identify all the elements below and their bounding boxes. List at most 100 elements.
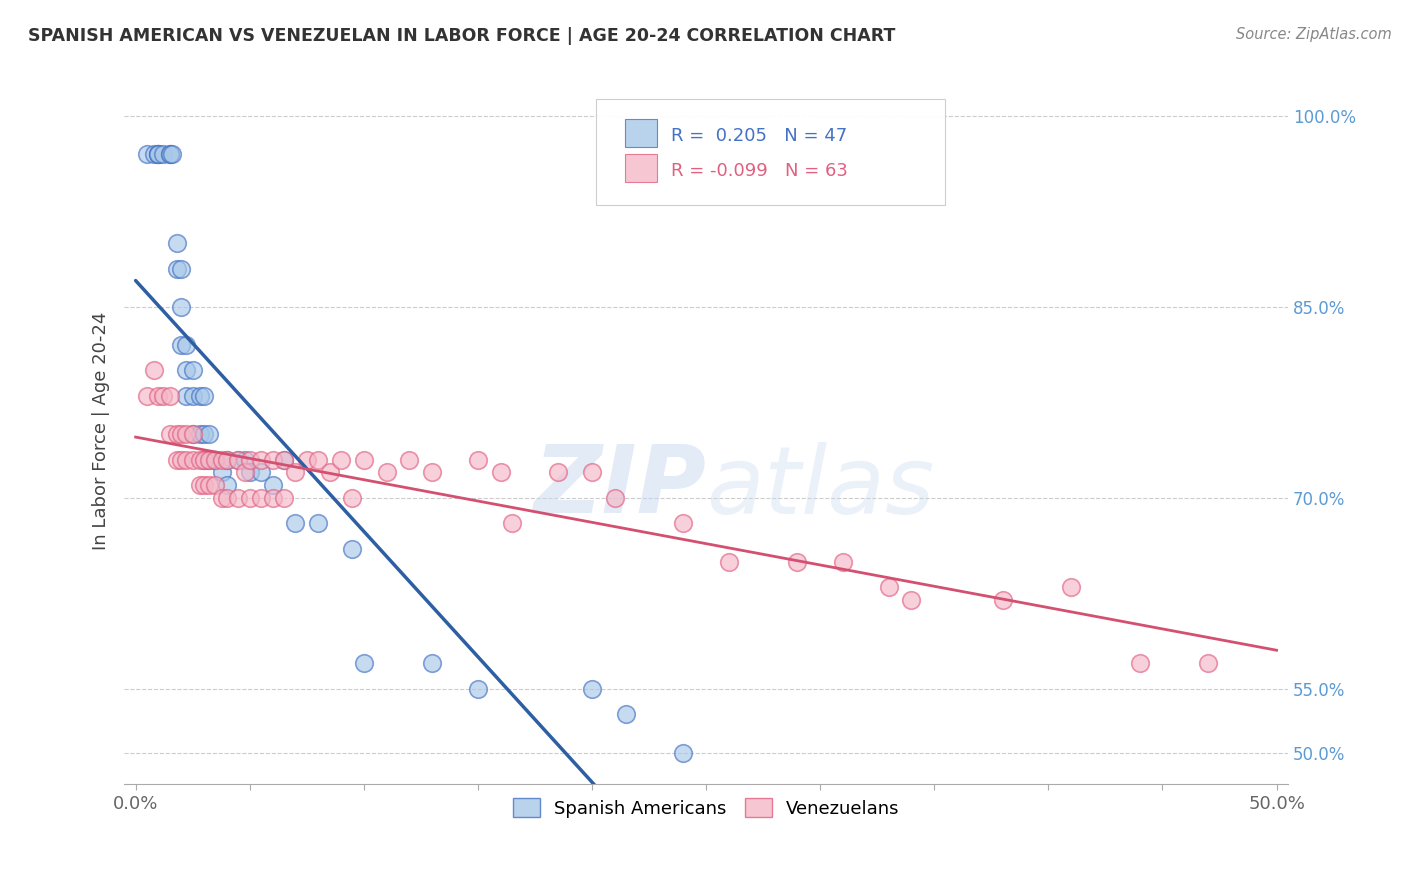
Point bbox=[832, 554, 855, 568]
Point bbox=[166, 452, 188, 467]
Point bbox=[420, 657, 443, 671]
Point bbox=[181, 452, 204, 467]
Point bbox=[991, 592, 1014, 607]
Point bbox=[181, 389, 204, 403]
Point bbox=[1060, 580, 1083, 594]
Y-axis label: In Labor Force | Age 20-24: In Labor Force | Age 20-24 bbox=[93, 311, 110, 550]
Point bbox=[307, 516, 329, 531]
Text: R = -0.099   N = 63: R = -0.099 N = 63 bbox=[671, 162, 848, 180]
Point bbox=[166, 261, 188, 276]
Point bbox=[174, 427, 197, 442]
Point bbox=[170, 261, 193, 276]
Point bbox=[233, 452, 256, 467]
FancyBboxPatch shape bbox=[624, 119, 657, 146]
Point bbox=[877, 580, 900, 594]
Point bbox=[262, 478, 284, 492]
Point bbox=[188, 427, 211, 442]
Point bbox=[152, 389, 174, 403]
Point bbox=[420, 466, 443, 480]
Point bbox=[215, 452, 238, 467]
Point bbox=[159, 389, 181, 403]
Point bbox=[239, 491, 262, 505]
Point bbox=[295, 452, 318, 467]
Point bbox=[672, 516, 695, 531]
Point bbox=[353, 452, 375, 467]
Point bbox=[250, 491, 273, 505]
Point bbox=[174, 363, 197, 377]
Point bbox=[159, 147, 181, 161]
Point bbox=[188, 389, 211, 403]
Point bbox=[197, 427, 219, 442]
Point bbox=[166, 427, 188, 442]
Point bbox=[142, 147, 165, 161]
Point bbox=[717, 554, 740, 568]
Point bbox=[215, 491, 238, 505]
Point bbox=[193, 389, 215, 403]
Point bbox=[174, 338, 197, 352]
Point bbox=[273, 491, 295, 505]
Point bbox=[152, 147, 174, 161]
Point bbox=[215, 478, 238, 492]
Point bbox=[170, 427, 193, 442]
Text: Source: ZipAtlas.com: Source: ZipAtlas.com bbox=[1236, 27, 1392, 42]
Point bbox=[193, 452, 215, 467]
Point bbox=[174, 452, 197, 467]
Point bbox=[204, 478, 226, 492]
Point bbox=[193, 427, 215, 442]
Point bbox=[170, 338, 193, 352]
Point bbox=[148, 147, 170, 161]
Point bbox=[672, 746, 695, 760]
Point bbox=[581, 681, 603, 696]
Point bbox=[226, 452, 249, 467]
Point bbox=[375, 466, 398, 480]
Point bbox=[211, 466, 233, 480]
Point bbox=[262, 452, 284, 467]
Point bbox=[181, 363, 204, 377]
Point bbox=[1197, 657, 1219, 671]
Point bbox=[330, 452, 353, 467]
Point bbox=[160, 147, 183, 161]
FancyBboxPatch shape bbox=[596, 99, 945, 204]
Point bbox=[233, 466, 256, 480]
Text: SPANISH AMERICAN VS VENEZUELAN IN LABOR FORCE | AGE 20-24 CORRELATION CHART: SPANISH AMERICAN VS VENEZUELAN IN LABOR … bbox=[28, 27, 896, 45]
Point bbox=[353, 657, 375, 671]
Point bbox=[148, 147, 170, 161]
Point bbox=[250, 466, 273, 480]
Point bbox=[197, 452, 219, 467]
Point bbox=[467, 452, 489, 467]
Point bbox=[547, 466, 569, 480]
Point bbox=[284, 516, 307, 531]
Point bbox=[170, 452, 193, 467]
Point bbox=[239, 466, 262, 480]
Point bbox=[900, 592, 922, 607]
Point bbox=[197, 452, 219, 467]
Point bbox=[215, 452, 238, 467]
Point bbox=[614, 707, 637, 722]
Point bbox=[307, 452, 329, 467]
Text: atlas: atlas bbox=[706, 442, 935, 533]
Point bbox=[226, 491, 249, 505]
Point bbox=[197, 478, 219, 492]
Point bbox=[318, 466, 340, 480]
Point bbox=[181, 427, 204, 442]
Point bbox=[226, 452, 249, 467]
Text: ZIP: ZIP bbox=[533, 442, 706, 533]
Point bbox=[188, 452, 211, 467]
Point bbox=[273, 452, 295, 467]
Point bbox=[136, 389, 159, 403]
Point bbox=[188, 478, 211, 492]
Point bbox=[181, 427, 204, 442]
Point bbox=[262, 491, 284, 505]
Point bbox=[250, 452, 273, 467]
Point bbox=[204, 452, 226, 467]
Point bbox=[204, 452, 226, 467]
Point bbox=[603, 491, 626, 505]
Point bbox=[193, 452, 215, 467]
Point bbox=[204, 452, 226, 467]
Point bbox=[342, 541, 364, 556]
Point bbox=[211, 491, 233, 505]
Point bbox=[342, 491, 364, 505]
Point bbox=[467, 681, 489, 696]
Point bbox=[273, 452, 295, 467]
Point bbox=[398, 452, 420, 467]
